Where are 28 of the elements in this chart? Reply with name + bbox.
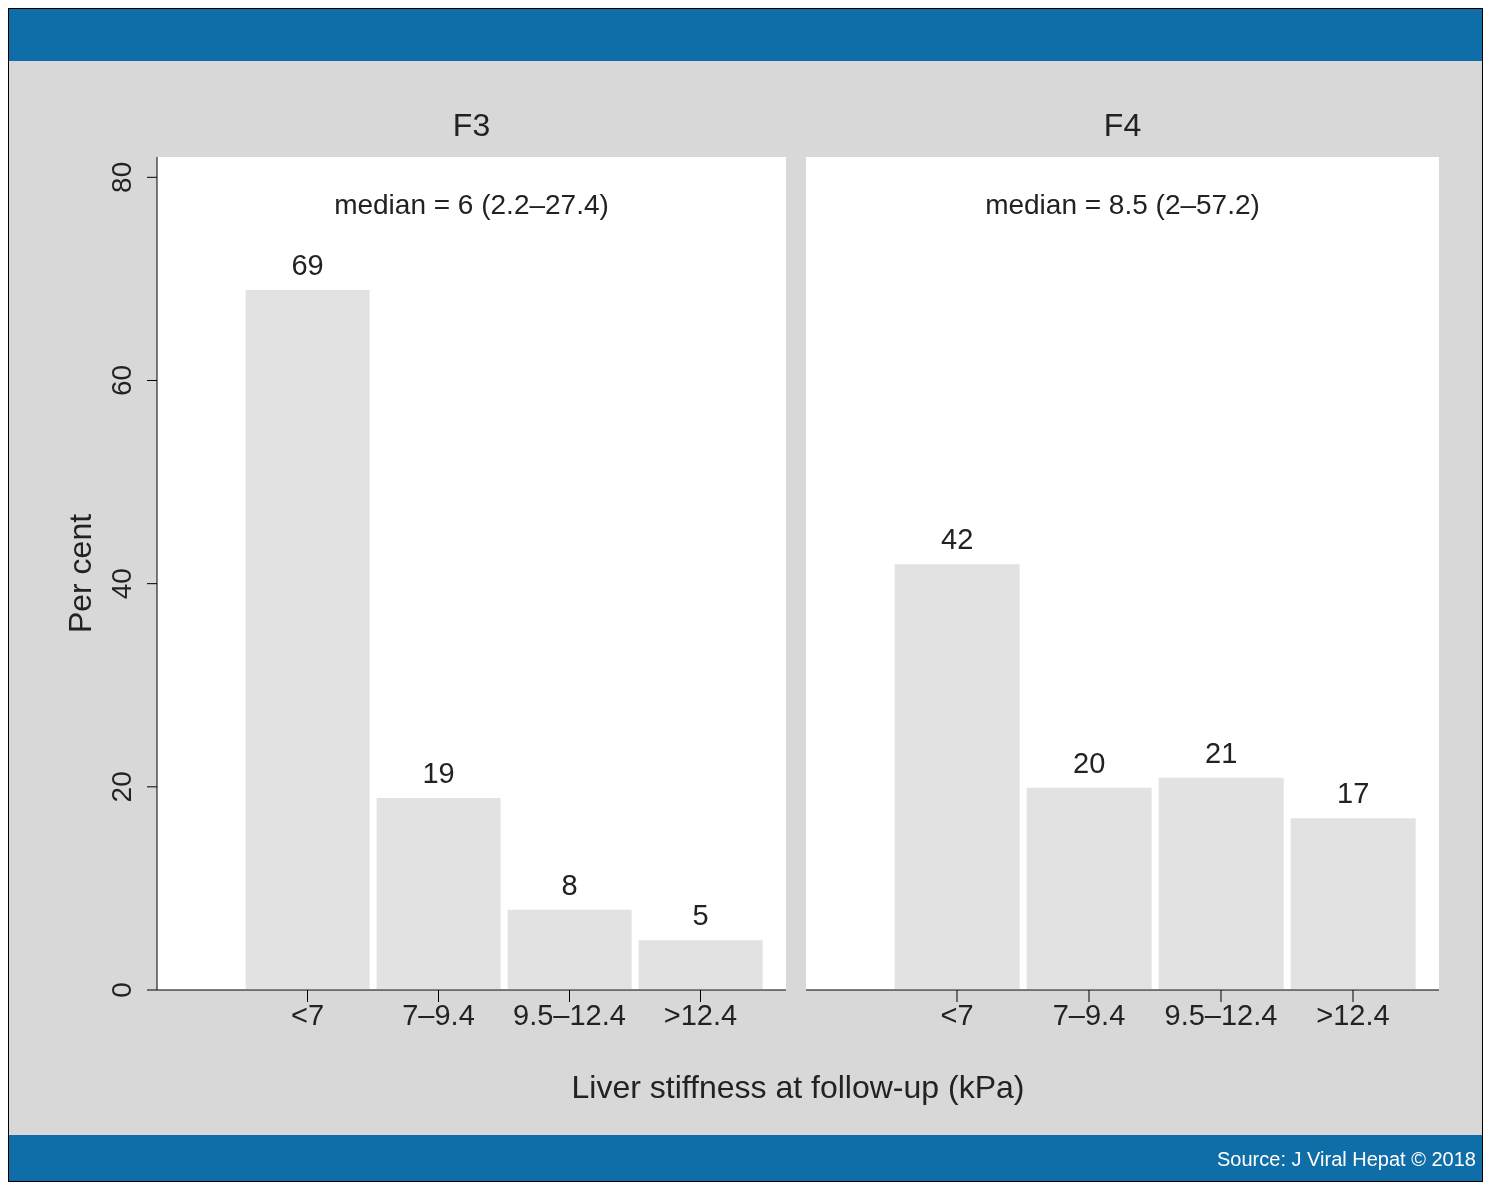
data-label: 42 — [941, 523, 974, 556]
data-label: 21 — [1205, 736, 1238, 769]
data-label: 20 — [1073, 746, 1106, 779]
x-axis-title: Liver stiffness at follow-up (kPa) — [570, 1069, 1026, 1106]
y-tick-label: 80 — [106, 161, 137, 193]
chart-title: F3 — [451, 107, 492, 144]
data-label: 5 — [692, 899, 709, 932]
x-tick-label: <7 — [940, 998, 974, 1031]
data-label: 17 — [1337, 777, 1370, 810]
chart-title: F4 — [1102, 107, 1143, 144]
x-tick-label: >12.4 — [663, 998, 738, 1031]
y-tick-label: 60 — [106, 364, 137, 397]
y-tick-label: 40 — [106, 568, 137, 600]
y-axis-title: Per cent — [62, 513, 99, 634]
y-tick-label: 20 — [106, 771, 137, 803]
source-note: Source: J Viral Hepat © 2018 — [1217, 1148, 1476, 1171]
annotation: median = 6 (2.2–27.4) — [333, 189, 610, 221]
y-tick-label: 0 — [106, 982, 137, 998]
x-tick-label: >12.4 — [1316, 998, 1390, 1031]
x-tick-label: 7–9.4 — [402, 998, 475, 1031]
x-tick-label: <7 — [290, 998, 325, 1031]
x-tick-label: 9.5–12.4 — [513, 998, 626, 1031]
annotation: median = 8.5 (2–57.2) — [984, 189, 1261, 221]
data-label: 69 — [291, 249, 324, 282]
data-label: 19 — [422, 756, 455, 789]
x-tick-label: 7–9.4 — [1052, 998, 1126, 1031]
x-tick-label: 9.5–12.4 — [1164, 998, 1278, 1031]
data-label: 8 — [561, 868, 578, 901]
